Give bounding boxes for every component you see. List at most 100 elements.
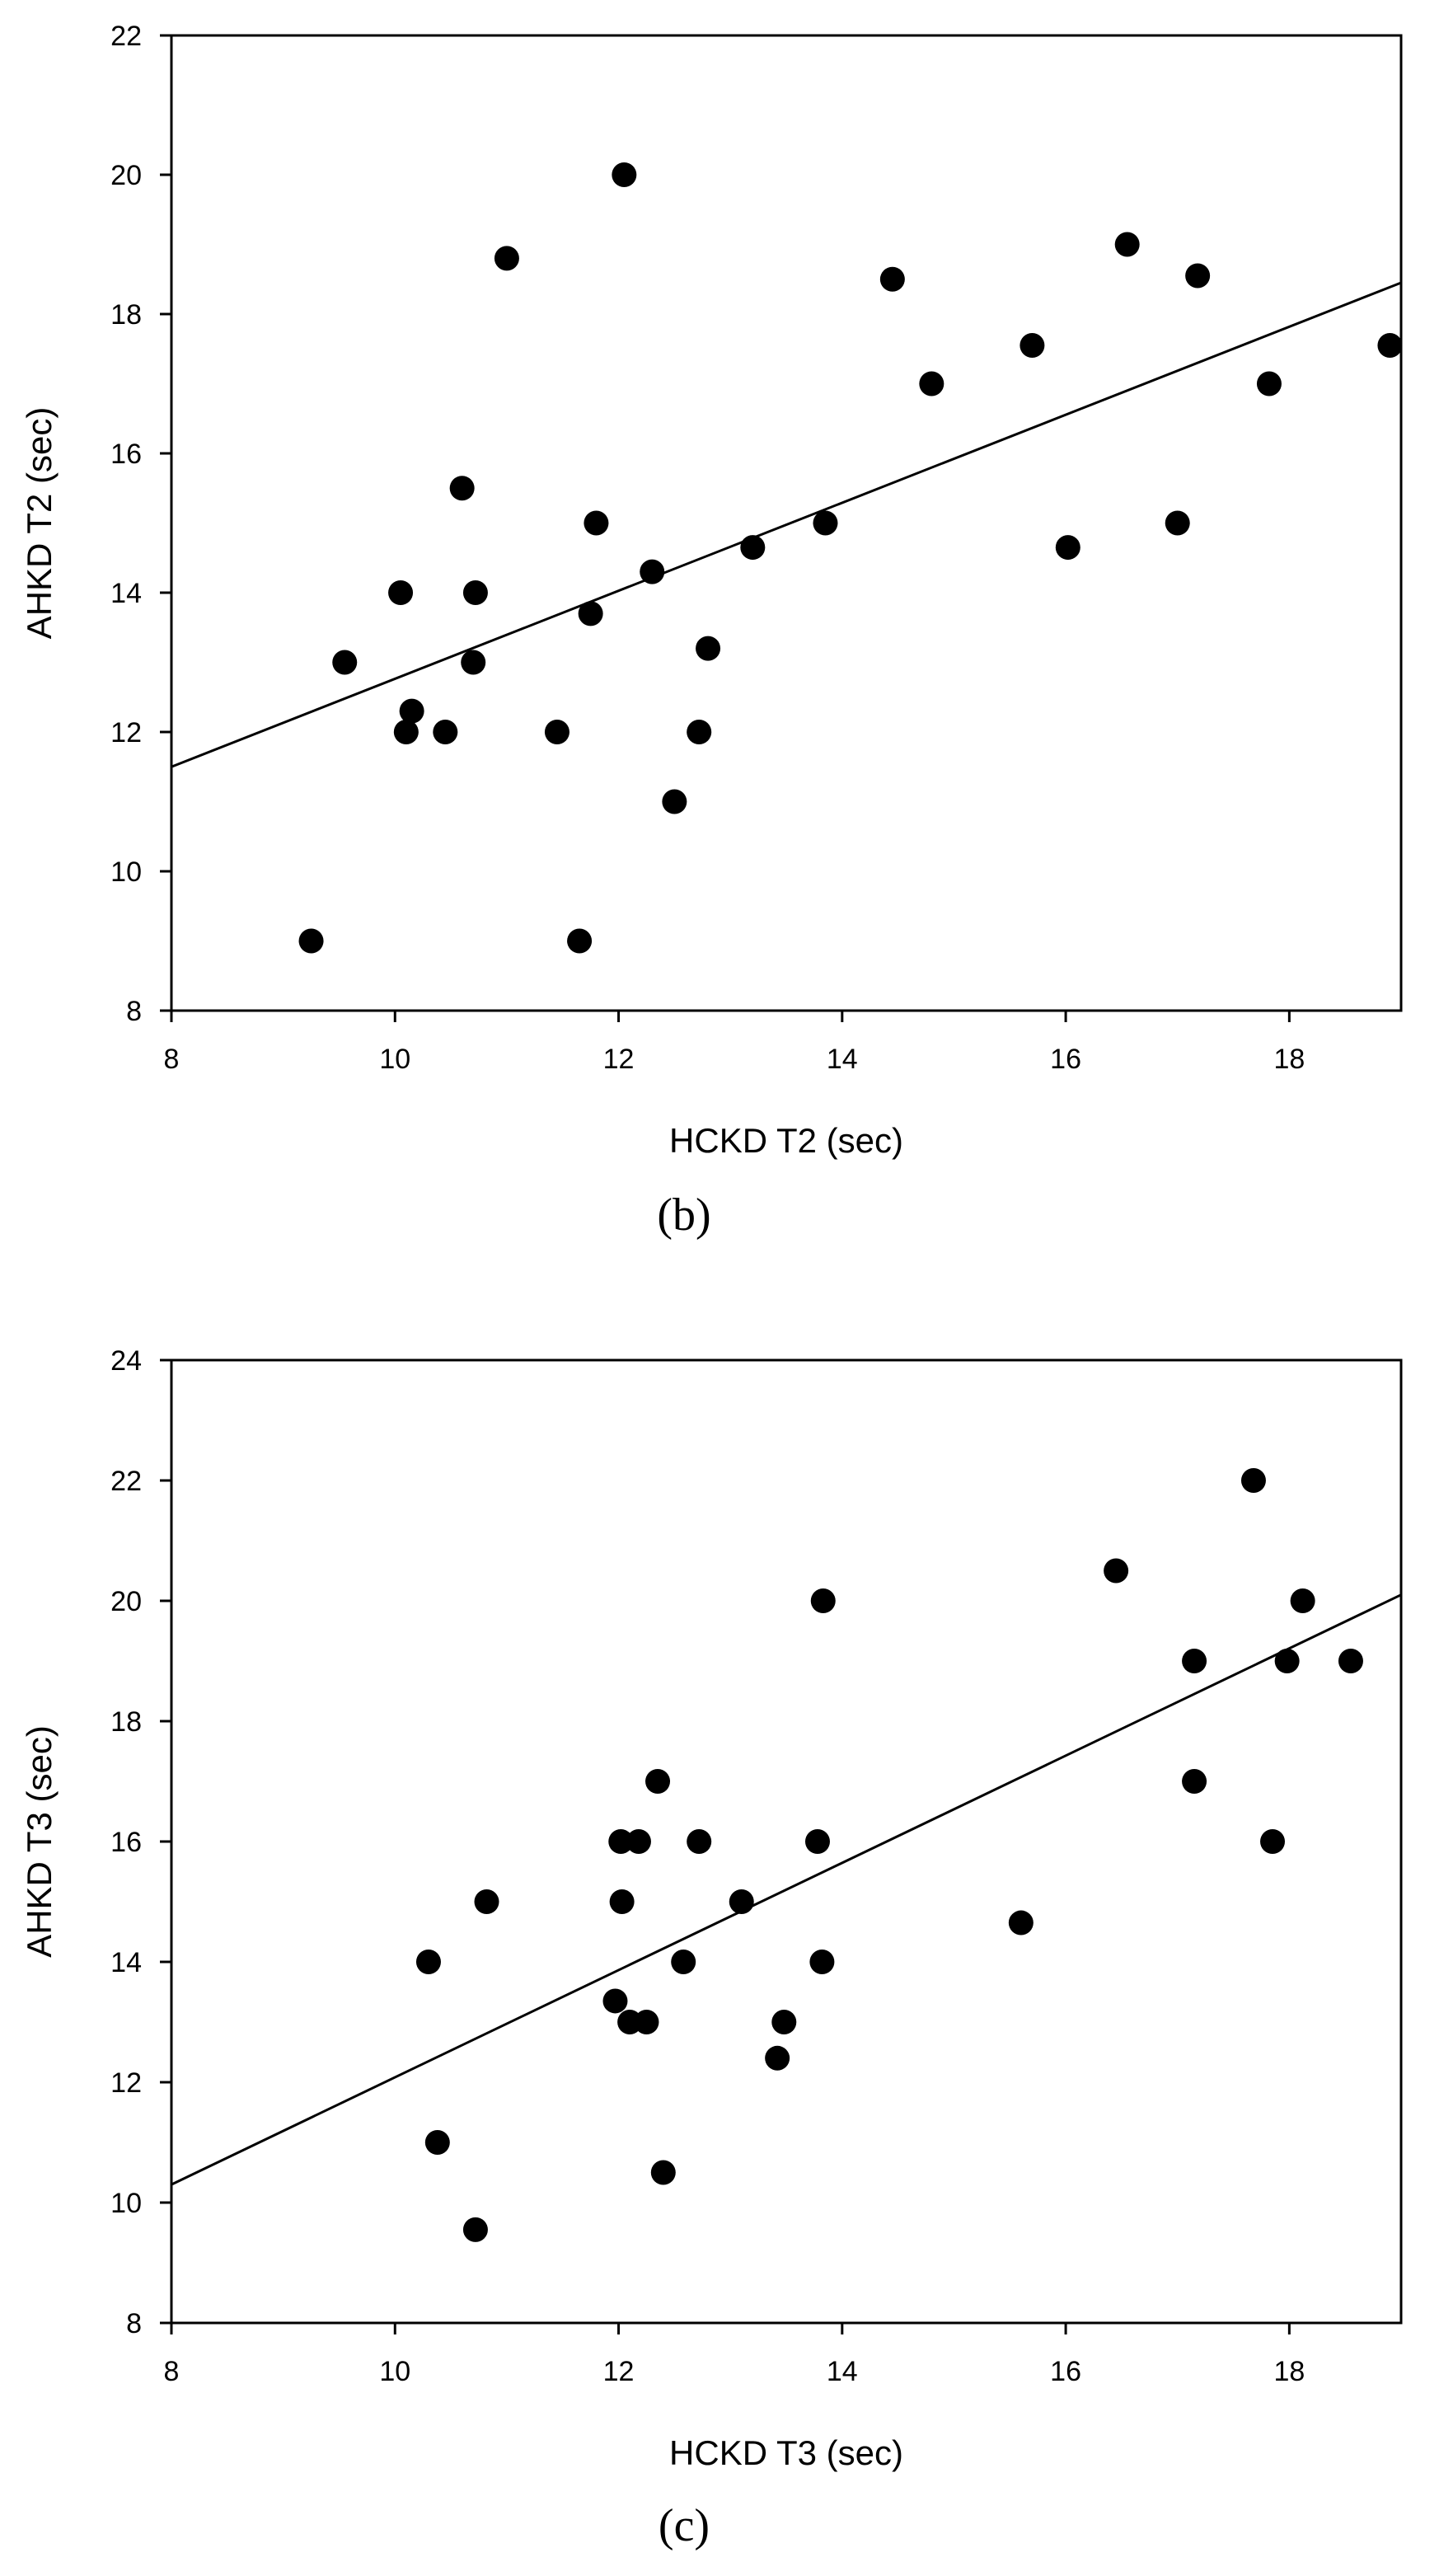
- data-point-b-0: [298, 928, 324, 954]
- data-point-c-4: [602, 1988, 628, 2014]
- data-point-b-27: [1185, 263, 1211, 289]
- y-tick-label-c-5: 18: [110, 1706, 142, 1738]
- data-point-c-0: [415, 1950, 441, 1974]
- data-point-b-4: [399, 698, 424, 724]
- data-point-c-9: [634, 2010, 659, 2034]
- regression-line-c: [171, 1593, 1402, 2186]
- data-point-b-14: [612, 162, 637, 187]
- y-tick-label-b-2: 12: [110, 717, 142, 748]
- data-point-c-16: [771, 2010, 797, 2034]
- data-point-b-17: [687, 720, 712, 744]
- data-point-c-24: [1240, 1468, 1266, 1493]
- data-point-c-26: [1274, 1649, 1300, 1673]
- data-point-c-1: [424, 2130, 450, 2155]
- data-point-b-7: [461, 650, 486, 675]
- y-tick-label-c-7: 22: [110, 1466, 142, 1497]
- x-tick-label-b-5: 18: [1273, 1044, 1305, 1075]
- regression-line-b: [171, 281, 1402, 768]
- data-point-c-15: [765, 2045, 790, 2071]
- panel-label-c: (c): [659, 2500, 710, 2551]
- x-tick-label-b-1: 10: [379, 1044, 410, 1075]
- data-point-c-3: [474, 1889, 499, 1914]
- data-point-b-15: [640, 559, 665, 584]
- data-point-c-13: [687, 1829, 712, 1854]
- data-point-c-22: [1182, 1649, 1207, 1673]
- data-point-c-28: [1338, 1649, 1363, 1673]
- data-point-b-10: [544, 720, 570, 744]
- y-tick-label-c-0: 8: [126, 2308, 142, 2339]
- x-tick-label-b-2: 12: [603, 1044, 635, 1075]
- data-point-b-3: [393, 720, 419, 744]
- y-tick-label-b-5: 18: [110, 299, 142, 331]
- axis-ticks-b: 8 10 12 14 16 18 8 10 12 14 16 18 20 22: [110, 21, 1305, 1075]
- data-point-b-23: [1019, 333, 1045, 359]
- y-tick-label-c-3: 14: [110, 1947, 142, 1978]
- x-tick-label-c-4: 16: [1050, 2356, 1081, 2387]
- data-point-c-21: [1104, 1558, 1129, 1584]
- y-tick-label-b-3: 14: [110, 578, 142, 609]
- data-point-b-26: [1165, 510, 1190, 536]
- plot-frame-b: [170, 34, 1403, 1012]
- x-axis-title-b: HCKD T2 (sec): [669, 1121, 903, 1160]
- x-tick-label-c-2: 12: [603, 2356, 635, 2387]
- x-axis-title-c: HCKD T3 (sec): [669, 2433, 903, 2472]
- x-tick-label-c-1: 10: [379, 2356, 410, 2387]
- data-point-b-13: [584, 510, 609, 536]
- y-axis-title-c: AHKD T3 (sec): [20, 1725, 59, 1958]
- y-tick-label-c-8: 24: [110, 1345, 142, 1377]
- x-tick-label-b-4: 16: [1050, 1044, 1081, 1075]
- data-point-b-6: [449, 476, 475, 501]
- data-points-b: [298, 162, 1403, 954]
- data-point-b-5: [433, 720, 458, 744]
- y-tick-label-c-6: 20: [110, 1586, 142, 1617]
- data-point-c-19: [810, 1588, 836, 1613]
- y-tick-label-b-7: 22: [110, 21, 142, 52]
- data-point-b-9: [494, 246, 519, 271]
- y-axis-title-b: AHKD T2 (sec): [20, 407, 59, 640]
- x-tick-label-b-0: 8: [164, 1044, 180, 1075]
- data-point-c-6: [609, 1889, 635, 1914]
- data-point-b-28: [1256, 371, 1282, 396]
- data-point-b-25: [1114, 232, 1140, 257]
- y-tick-label-c-2: 12: [110, 2067, 142, 2099]
- scatter-panel-c: 8 10 12 14 16 18 8 10 12 14 16 18 20 22 24 HCKD T3 (se…: [20, 1345, 1403, 2551]
- data-point-b-12: [578, 601, 603, 626]
- data-point-c-10: [645, 1769, 671, 1794]
- x-tick-label-c-3: 14: [827, 2356, 858, 2387]
- panel-label-b: (b): [657, 1189, 710, 1241]
- scatter-panel-b: 8 10 12 14 16 18 8 10 12 14 16 18 20 22 HCKD T2 (sec)…: [20, 21, 1403, 1241]
- data-point-b-1: [332, 650, 358, 675]
- data-point-b-29: [1377, 333, 1403, 359]
- data-point-b-20: [813, 510, 838, 536]
- data-point-c-11: [650, 2160, 676, 2185]
- x-tick-label-c-5: 18: [1273, 2356, 1305, 2387]
- data-point-c-20: [1008, 1910, 1034, 1936]
- y-tick-label-c-1: 10: [110, 2188, 142, 2219]
- data-point-c-8: [626, 1829, 651, 1854]
- y-tick-label-c-4: 16: [110, 1827, 142, 1858]
- data-point-b-2: [388, 580, 414, 605]
- y-tick-label-b-4: 16: [110, 439, 142, 470]
- data-point-c-25: [1260, 1829, 1286, 1854]
- data-point-b-22: [919, 371, 944, 396]
- y-tick-label-b-1: 10: [110, 856, 142, 888]
- data-point-c-27: [1290, 1588, 1315, 1613]
- data-point-c-17: [804, 1829, 830, 1854]
- data-point-c-5: [608, 1829, 634, 1854]
- data-point-c-2: [462, 2217, 488, 2242]
- axis-ticks-c: 8 10 12 14 16 18 8 10 12 14 16 18 20 22 24: [110, 1345, 1305, 2387]
- data-points-c: [415, 1468, 1363, 2242]
- y-tick-label-b-6: 20: [110, 160, 142, 191]
- data-point-b-24: [1055, 535, 1080, 561]
- y-tick-label-b-0: 8: [126, 996, 142, 1027]
- data-point-c-18: [809, 1950, 835, 1974]
- x-tick-label-b-3: 14: [827, 1044, 858, 1075]
- data-point-b-21: [879, 266, 905, 292]
- data-point-c-23: [1182, 1769, 1207, 1794]
- data-point-b-18: [696, 636, 721, 661]
- data-point-c-12: [671, 1950, 696, 1974]
- data-point-b-8: [462, 580, 488, 605]
- data-point-b-11: [567, 928, 593, 954]
- x-tick-label-c-0: 8: [164, 2356, 180, 2387]
